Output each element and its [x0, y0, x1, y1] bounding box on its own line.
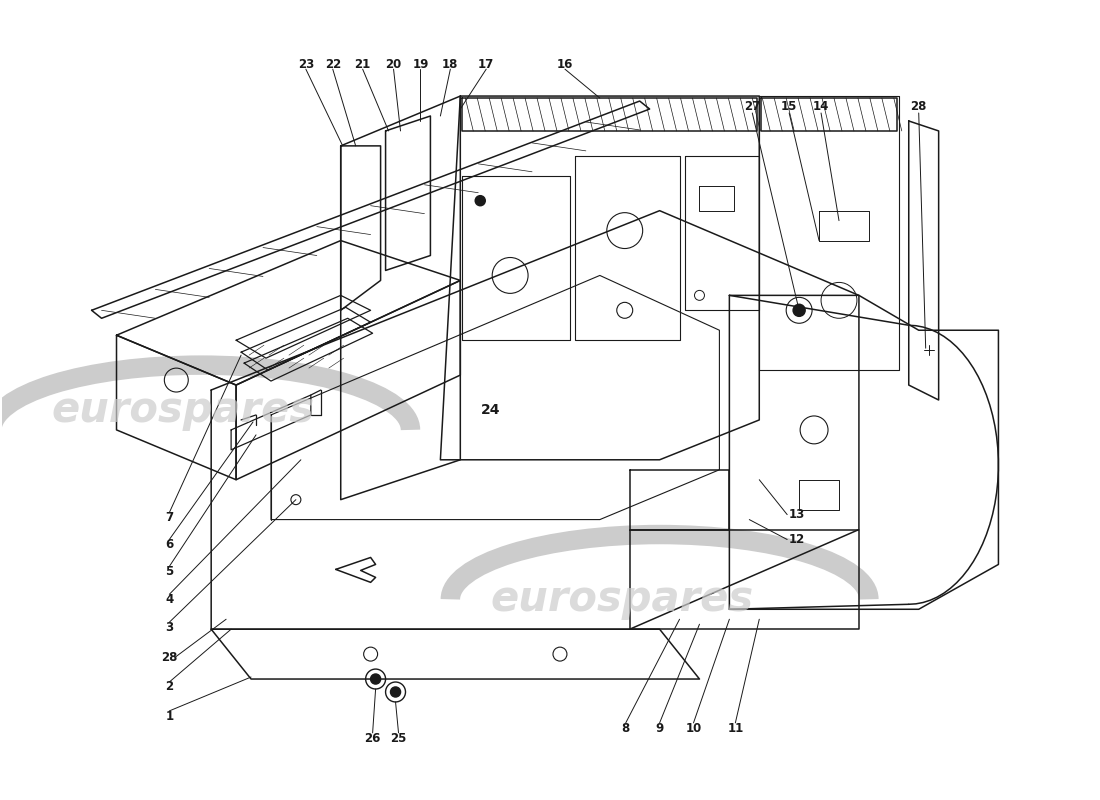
Text: 25: 25	[390, 732, 407, 746]
Text: 13: 13	[789, 508, 805, 521]
Text: 22: 22	[324, 58, 341, 70]
Text: 24: 24	[481, 403, 500, 417]
Text: 6: 6	[165, 538, 174, 551]
Text: 14: 14	[813, 99, 829, 113]
Text: 17: 17	[478, 58, 494, 70]
Text: 12: 12	[789, 533, 805, 546]
Text: 28: 28	[911, 99, 927, 113]
Text: eurospares: eurospares	[52, 389, 315, 431]
Text: 26: 26	[364, 732, 381, 746]
Circle shape	[371, 674, 381, 684]
Text: 23: 23	[298, 58, 314, 70]
Text: 28: 28	[161, 650, 177, 664]
Text: 4: 4	[165, 593, 174, 606]
Text: 15: 15	[781, 99, 798, 113]
Text: 21: 21	[354, 58, 371, 70]
Text: 27: 27	[745, 99, 760, 113]
Circle shape	[475, 196, 485, 206]
Circle shape	[390, 687, 400, 697]
Text: 7: 7	[165, 511, 174, 524]
Text: 3: 3	[165, 621, 174, 634]
Text: 11: 11	[727, 722, 744, 735]
Text: 10: 10	[685, 722, 702, 735]
Text: 19: 19	[412, 58, 429, 70]
Circle shape	[793, 304, 805, 316]
Text: 16: 16	[557, 58, 573, 70]
Text: 8: 8	[621, 722, 630, 735]
Text: 1: 1	[165, 710, 174, 723]
Text: eurospares: eurospares	[491, 578, 754, 620]
Text: 5: 5	[165, 565, 174, 578]
Text: 20: 20	[385, 58, 402, 70]
Text: 9: 9	[656, 722, 663, 735]
Text: 2: 2	[165, 681, 174, 694]
Text: 18: 18	[442, 58, 459, 70]
